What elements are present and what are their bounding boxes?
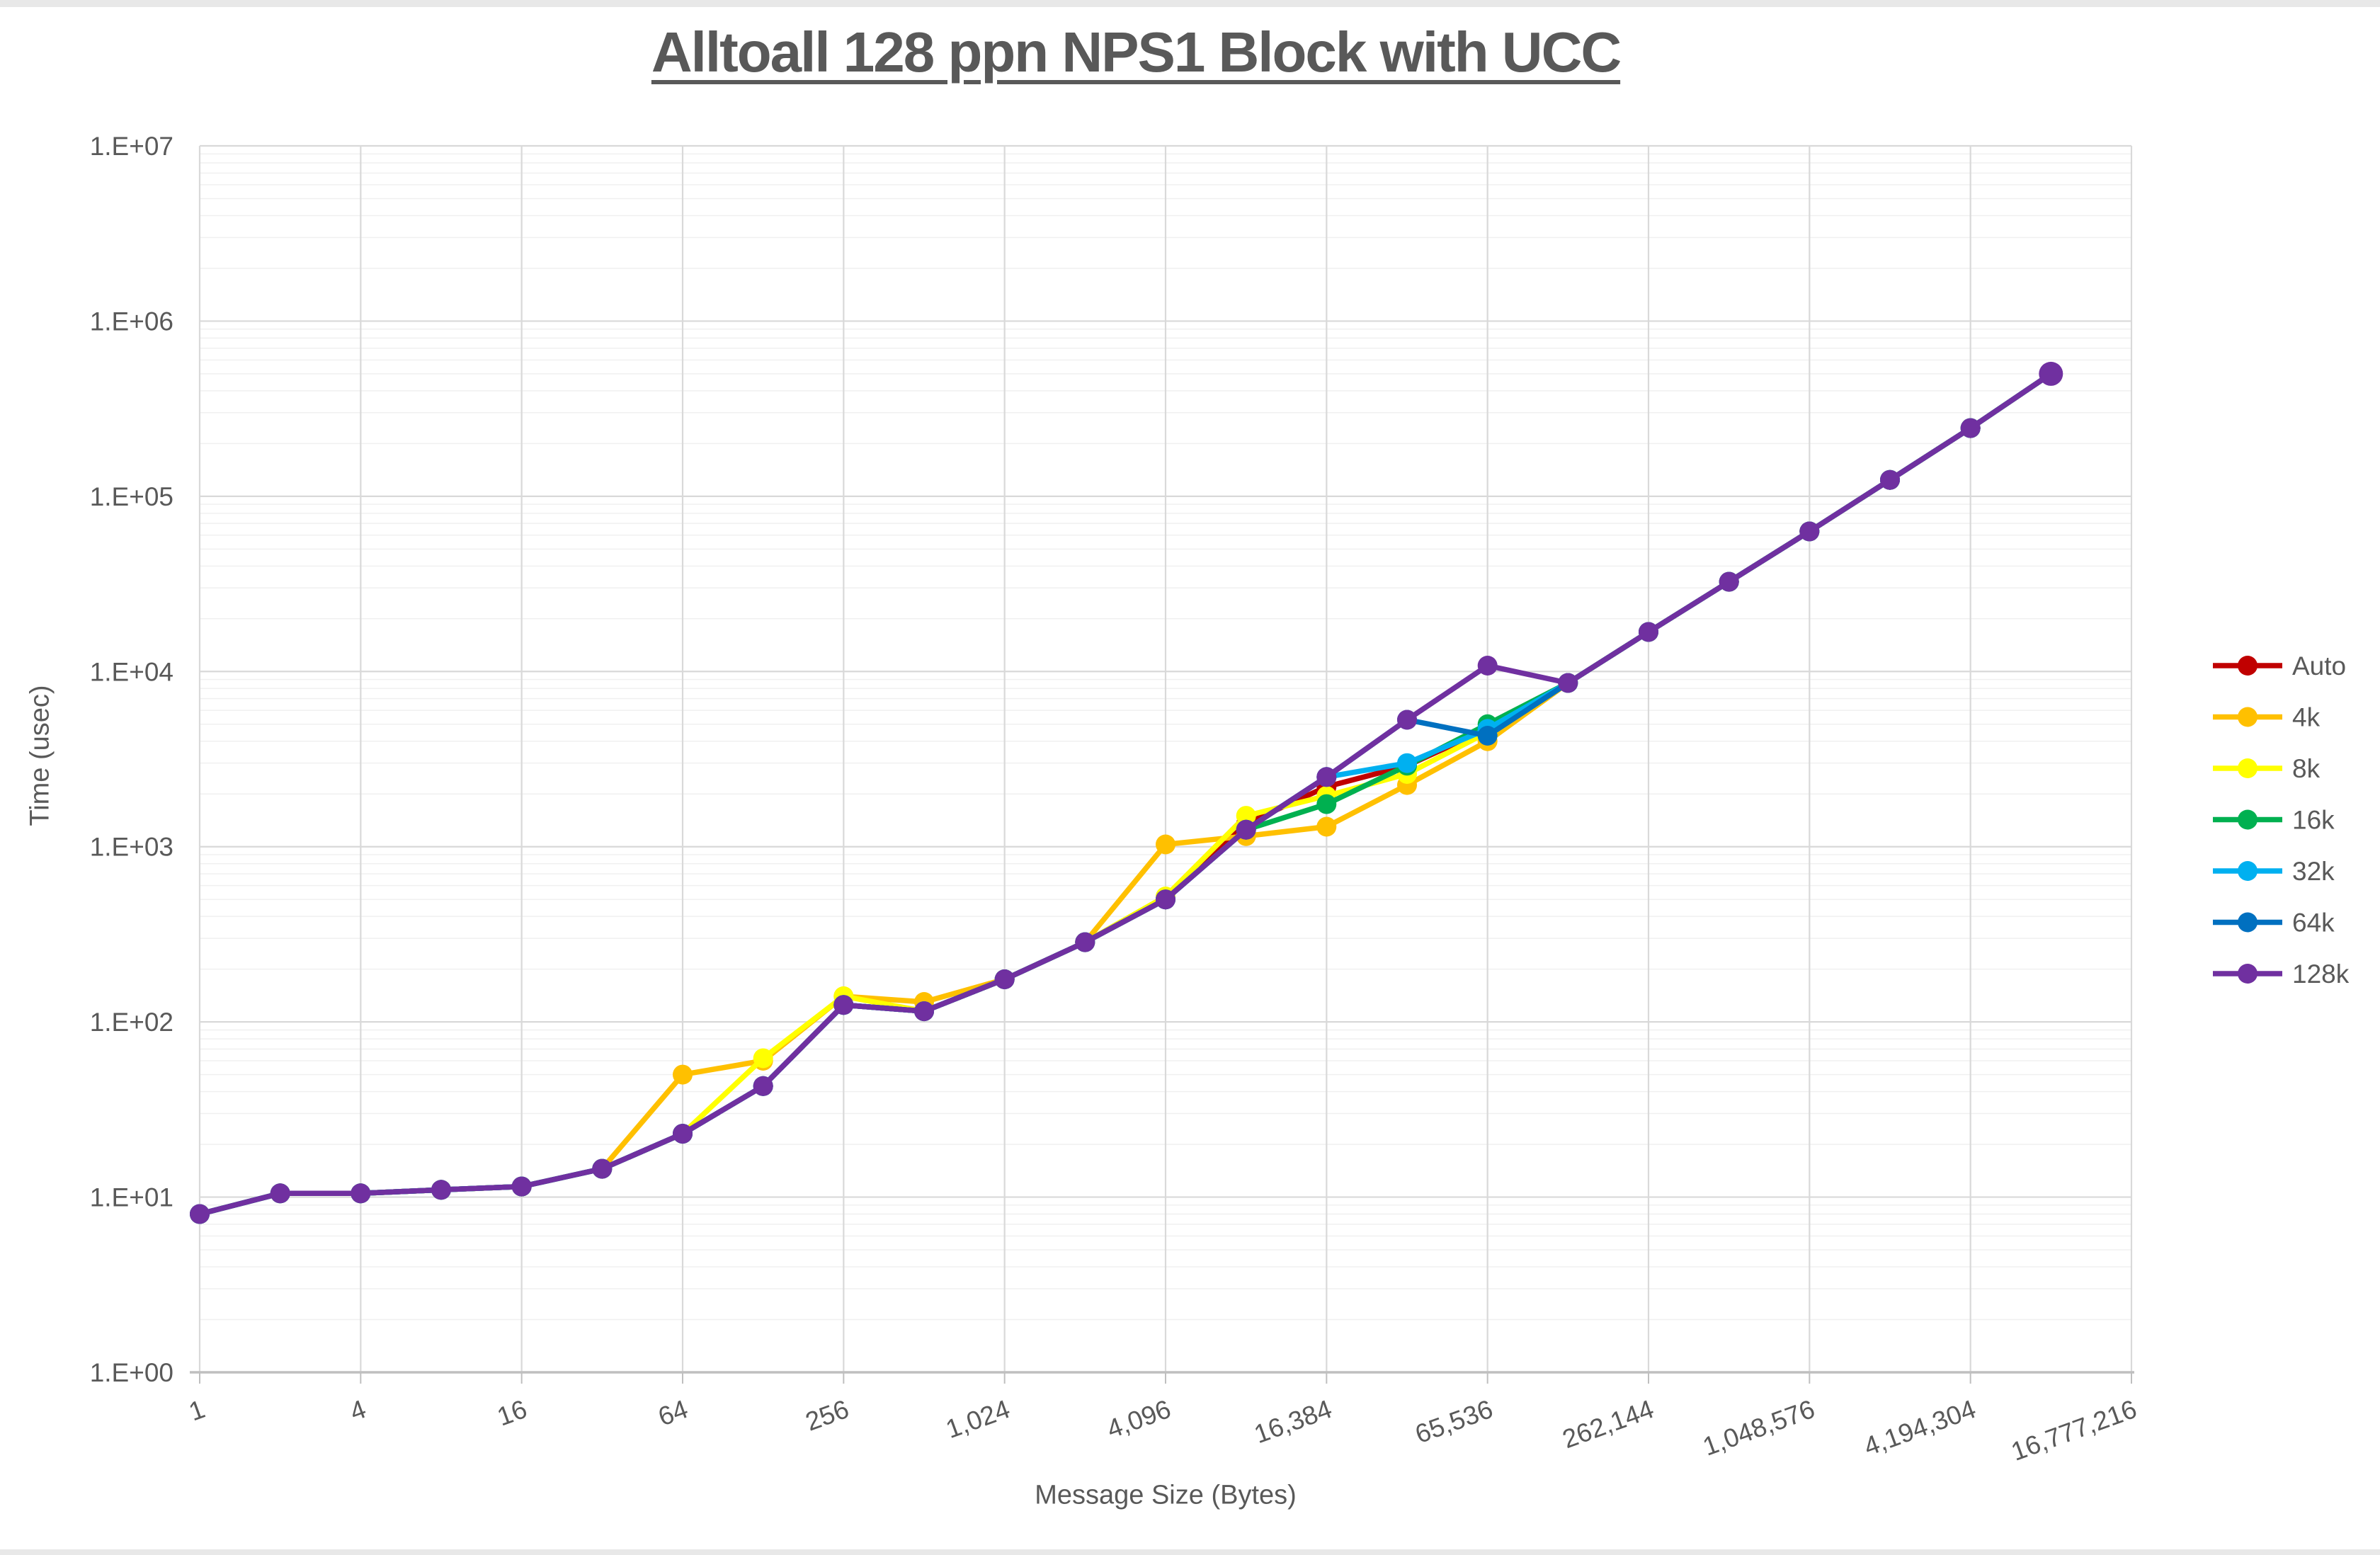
series-marker-128k xyxy=(1558,673,1578,693)
legend-label: 32k xyxy=(2292,857,2335,886)
legend-marker-sample xyxy=(2238,964,2257,984)
legend-item-8k: 8k xyxy=(2213,754,2321,783)
legend-label: Auto xyxy=(2292,651,2346,680)
y-tick-label: 1.E+01 xyxy=(90,1183,173,1212)
series-marker-128k xyxy=(994,969,1015,989)
series-marker-4k xyxy=(1316,816,1337,837)
y-tick-label: 1.E+06 xyxy=(90,307,173,336)
series-marker-128k xyxy=(270,1183,290,1204)
series-marker-128k xyxy=(833,995,854,1015)
series-marker-128k xyxy=(1075,932,1095,952)
y-axis-title: Time (usec) xyxy=(25,685,55,826)
series-marker-128k xyxy=(592,1158,613,1179)
x-tick-label: 4 xyxy=(346,1394,370,1427)
series-marker-16k xyxy=(1316,794,1337,814)
legend-item-4k: 4k xyxy=(2213,703,2321,732)
x-tick-label: 4,194,304 xyxy=(1860,1394,1980,1462)
legend-label: 128k xyxy=(2292,959,2350,989)
legend-marker-sample xyxy=(2238,656,2257,676)
series-marker-128k xyxy=(1960,418,1981,438)
x-tick-label: 262,144 xyxy=(1559,1394,1658,1454)
series-marker-128k xyxy=(673,1124,693,1144)
series-marker-64k xyxy=(1477,726,1498,746)
x-tick-label: 256 xyxy=(802,1394,853,1437)
x-tick-label: 65,536 xyxy=(1411,1394,1496,1449)
legend-label: 16k xyxy=(2292,806,2335,835)
window-edge-bottom xyxy=(0,1549,2380,1555)
legend-label: 4k xyxy=(2292,703,2321,732)
y-tick-label: 1.E+00 xyxy=(90,1358,173,1387)
legend-marker-sample xyxy=(2238,861,2257,881)
x-tick-label: 64 xyxy=(654,1394,692,1432)
y-tick-label: 1.E+04 xyxy=(90,657,173,686)
x-tick-label: 1 xyxy=(185,1394,208,1427)
legend-item-64k: 64k xyxy=(2213,908,2335,938)
y-tick-label: 1.E+05 xyxy=(90,482,173,511)
series-marker-8k xyxy=(753,1048,773,1069)
x-tick-label: 1,048,576 xyxy=(1699,1394,1818,1462)
legend-label: 64k xyxy=(2292,908,2335,938)
series-marker-128k xyxy=(431,1180,451,1200)
legend-marker-sample xyxy=(2238,758,2257,778)
x-tick-label: 16,384 xyxy=(1251,1394,1336,1449)
legend-item-128k: 128k xyxy=(2213,959,2350,989)
series-marker-128k xyxy=(1156,889,1175,910)
series-marker-128k xyxy=(351,1183,371,1204)
legend-item-16k: 16k xyxy=(2213,806,2335,835)
legend-marker-sample xyxy=(2238,707,2257,727)
series-marker-4k xyxy=(673,1064,693,1085)
series-marker-128k xyxy=(1477,656,1498,676)
series-marker-128k xyxy=(1397,710,1417,730)
y-tick-label: 1.E+03 xyxy=(90,833,173,862)
x-tick-label: 1,024 xyxy=(942,1394,1013,1444)
x-tick-label: 16,777,216 xyxy=(2008,1394,2141,1466)
series-marker-8k xyxy=(1236,806,1256,826)
series-marker-128k xyxy=(1880,469,1900,490)
series-marker-128k xyxy=(511,1176,532,1197)
series-marker-128k xyxy=(2039,361,2063,386)
x-axis-title: Message Size (Bytes) xyxy=(1035,1480,1297,1510)
series-marker-128k xyxy=(1316,767,1337,787)
y-tick-label: 1.E+02 xyxy=(90,1008,173,1037)
series-marker-128k xyxy=(753,1076,773,1096)
x-tick-label: 16 xyxy=(494,1394,531,1432)
series-marker-128k xyxy=(190,1204,210,1224)
series-marker-128k xyxy=(1639,622,1658,642)
legend-label: 8k xyxy=(2292,754,2321,783)
series-marker-128k xyxy=(1799,521,1820,542)
x-tick-label: 4,096 xyxy=(1103,1394,1175,1444)
series-line-128k xyxy=(197,371,2054,1217)
window-edge-top xyxy=(0,0,2380,7)
series-marker-32k xyxy=(1397,753,1417,773)
series-marker-128k xyxy=(1236,819,1256,840)
legend-marker-sample xyxy=(2238,912,2257,933)
series-marker-4k xyxy=(1156,834,1175,855)
series-marker-128k xyxy=(914,1001,934,1022)
y-tick-label: 1.E+07 xyxy=(90,132,173,161)
chart-title: Alltoall 128 ppn NPS1 Block with UCC xyxy=(651,21,1622,84)
legend-marker-sample xyxy=(2238,809,2257,830)
legend-item-auto: Auto xyxy=(2213,651,2346,680)
legend-item-32k: 32k xyxy=(2213,857,2335,886)
series-marker-128k xyxy=(1719,571,1739,592)
